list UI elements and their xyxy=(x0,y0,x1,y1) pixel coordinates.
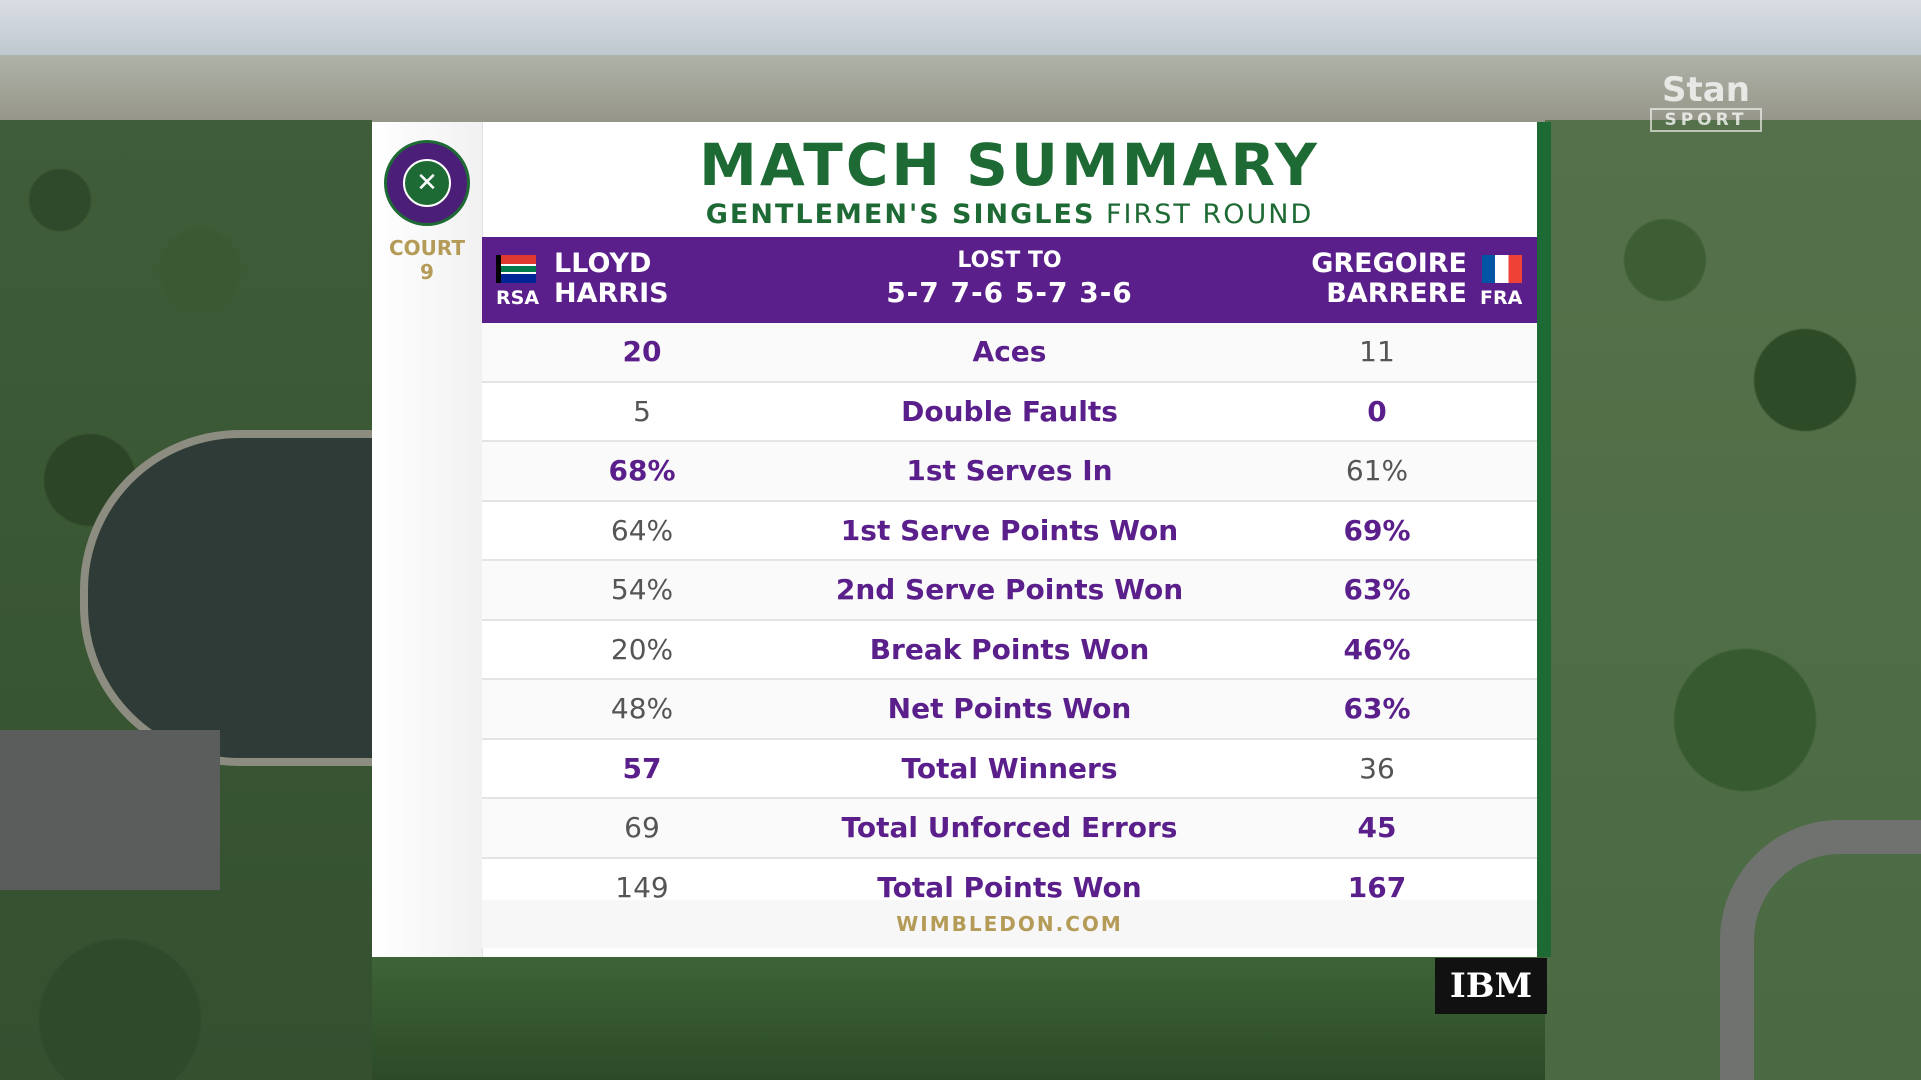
stats-table: 20 Aces 11 5 Double Faults 0 68% 1st Ser… xyxy=(482,323,1537,918)
fra-flag-icon xyxy=(1482,255,1522,283)
ibm-sponsor-logo: IBM xyxy=(1435,958,1547,1014)
stat-row: 20 Aces 11 xyxy=(482,323,1537,383)
right-country-code: FRA xyxy=(1480,287,1522,309)
court-number: 9 xyxy=(372,260,482,284)
match-summary-panel: ✕ COURT 9 MATCH SUMMARY GENTLEMEN'S SING… xyxy=(372,122,1537,957)
court-indicator: COURT 9 xyxy=(372,236,482,284)
stat-label: 1st Serve Points Won xyxy=(802,502,1217,560)
rsa-flag-icon xyxy=(496,255,536,283)
stat-label: Total Winners xyxy=(802,740,1217,798)
right-value: 11 xyxy=(1217,323,1537,381)
right-value: 36 xyxy=(1217,740,1537,798)
broadcaster-sub: SPORT xyxy=(1650,108,1762,132)
left-value: 5 xyxy=(482,383,802,441)
left-value: 20% xyxy=(482,621,802,679)
broadcaster-name: Stan xyxy=(1650,72,1762,108)
left-value: 64% xyxy=(482,502,802,560)
left-value: 57 xyxy=(482,740,802,798)
panel-subtitle: GENTLEMEN'S SINGLES FIRST ROUND xyxy=(482,197,1537,233)
players-header: RSA LLOYD HARRIS LOST TO 5-7 7-6 5-7 3-6… xyxy=(482,237,1537,323)
right-value: 45 xyxy=(1217,799,1537,857)
right-value: 61% xyxy=(1217,442,1537,500)
right-value: 46% xyxy=(1217,621,1537,679)
logo-inner-circle: ✕ xyxy=(403,159,451,207)
match-result: LOST TO 5-7 7-6 5-7 3-6 xyxy=(802,247,1217,311)
left-value: 20 xyxy=(482,323,802,381)
stat-label: Aces xyxy=(802,323,1217,381)
building-left xyxy=(0,730,220,890)
stat-row: 5 Double Faults 0 xyxy=(482,383,1537,443)
stat-label: Total Unforced Errors xyxy=(802,799,1217,857)
stat-row: 54% 2nd Serve Points Won 63% xyxy=(482,561,1537,621)
left-value: 54% xyxy=(482,561,802,619)
panel-title: MATCH SUMMARY xyxy=(482,132,1537,198)
left-player-first: LLOYD xyxy=(554,249,669,279)
right-player-first: GREGOIRE xyxy=(1311,249,1467,279)
stat-row: 69 Total Unforced Errors 45 xyxy=(482,799,1537,859)
broadcaster-logo: Stan SPORT xyxy=(1650,72,1762,142)
stat-row: 68% 1st Serves In 61% xyxy=(482,442,1537,502)
right-value: 0 xyxy=(1217,383,1537,441)
left-player-last: HARRIS xyxy=(554,279,669,309)
round-name: FIRST ROUND xyxy=(1106,199,1313,230)
stat-label: Double Faults xyxy=(802,383,1217,441)
left-country-code: RSA xyxy=(496,287,539,309)
event-name: GENTLEMEN'S SINGLES xyxy=(706,199,1096,230)
stat-label: Net Points Won xyxy=(802,680,1217,738)
green-stripe xyxy=(1537,122,1551,957)
left-value: 69 xyxy=(482,799,802,857)
result-text: LOST TO xyxy=(802,247,1217,275)
grounds-bottom xyxy=(372,955,1545,1080)
stat-label: 1st Serves In xyxy=(802,442,1217,500)
stat-label: 2nd Serve Points Won xyxy=(802,561,1217,619)
left-value: 48% xyxy=(482,680,802,738)
wimbledon-logo: ✕ xyxy=(384,140,470,226)
right-value: 69% xyxy=(1217,502,1537,560)
stat-row: 48% Net Points Won 63% xyxy=(482,680,1537,740)
left-value: 68% xyxy=(482,442,802,500)
right-player-last: BARRERE xyxy=(1311,279,1467,309)
stat-row: 64% 1st Serve Points Won 69% xyxy=(482,502,1537,562)
crossed-rackets-icon: ✕ xyxy=(405,161,449,205)
website-footer: WIMBLEDON.COM xyxy=(482,900,1537,948)
stat-row: 57 Total Winners 36 xyxy=(482,740,1537,800)
right-player-name: GREGOIRE BARRERE xyxy=(1311,249,1467,309)
set-scores: 5-7 7-6 5-7 3-6 xyxy=(802,275,1217,311)
curved-road xyxy=(1720,820,1921,1080)
stat-row: 20% Break Points Won 46% xyxy=(482,621,1537,681)
side-column: ✕ COURT 9 xyxy=(372,122,483,957)
right-value: 63% xyxy=(1217,561,1537,619)
court-label: COURT xyxy=(372,236,482,260)
left-player-name: LLOYD HARRIS xyxy=(554,249,669,309)
stat-label: Break Points Won xyxy=(802,621,1217,679)
right-value: 63% xyxy=(1217,680,1537,738)
